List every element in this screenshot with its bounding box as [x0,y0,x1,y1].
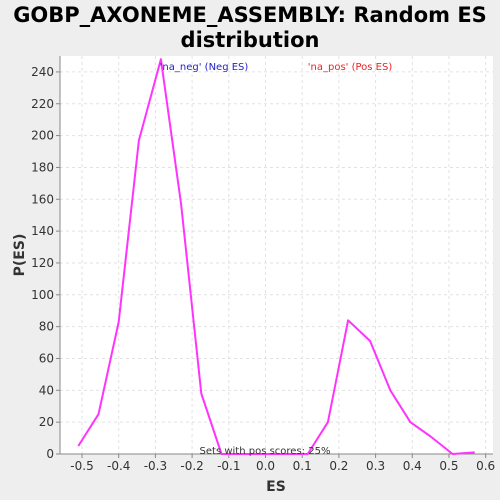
x-tick-label: 0.3 [366,459,385,473]
y-tick-label: 60 [39,351,54,365]
y-tick-label: 180 [31,160,54,174]
y-axis-ticks: 0 20 40 60 80 100 120 140 160 180 200 220 240 [31,65,60,461]
y-tick-label: 80 [39,320,54,334]
series-group [77,58,475,455]
x-tick-label: 0.2 [329,459,348,473]
annotation-neg-es: 'na_neg' (Neg ES) [160,62,249,73]
y-tick-label: 140 [31,224,54,238]
y-tick-label: 40 [39,383,54,397]
x-tick-label: -0.5 [70,459,93,473]
y-tick-label: 240 [31,65,54,79]
chart-title-line-2: distribution [181,28,320,52]
x-tick-label: 0.5 [439,459,458,473]
y-tick-label: 120 [31,256,54,270]
x-tick-label: 0.4 [403,459,422,473]
gridlines [60,56,493,455]
y-tick-label: 200 [31,129,54,143]
plot-area [60,56,493,454]
x-axis-ticks: -0.5 -0.4 -0.3 -0.2 -0.1 0.0 0.1 0.2 0.3 0.4 0.5 0.… [70,454,495,473]
y-axis-label: P(ES) [12,234,28,277]
x-tick-label: 0.6 [476,459,495,473]
y-tick-label: 160 [31,192,54,206]
x-tick-label: -0.2 [180,459,203,473]
annotation-pos-es: 'na_pos' (Pos ES) [308,62,393,73]
y-tick-label: 100 [31,288,54,302]
x-axis-label: ES [266,479,286,495]
y-tick-label: 0 [46,447,54,461]
x-tick-label: -0.3 [144,459,167,473]
es-density-line [77,58,475,455]
x-tick-label: -0.1 [217,459,240,473]
x-tick-label: -0.4 [107,459,130,473]
y-tick-label: 220 [31,97,54,111]
x-tick-label: 0.1 [293,459,312,473]
y-tick-label: 20 [39,415,54,429]
chart-title-line-1: GOBP_AXONEME_ASSEMBLY: Random ES [13,3,487,27]
x-tick-label: 0.0 [256,459,275,473]
annotation-pos-scores: Sets with pos scores: 25% [200,446,331,457]
